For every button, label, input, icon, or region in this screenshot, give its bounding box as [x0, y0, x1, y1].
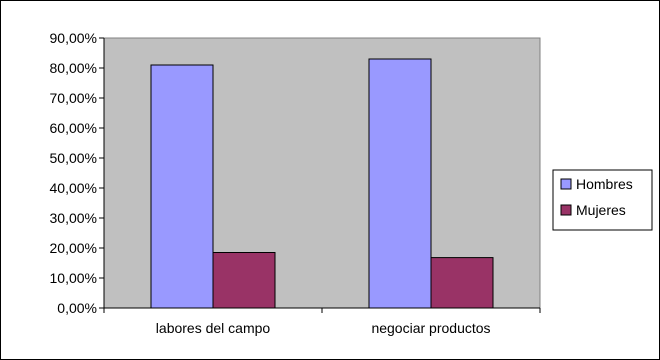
y-tick-label: 0,00%: [57, 300, 97, 316]
x-category-label: negociar productos: [371, 320, 490, 336]
legend-swatch-hombres: [560, 178, 572, 190]
x-category-label: labores del campo: [156, 320, 271, 336]
x-axis: labores del campo negociar productos: [103, 307, 541, 336]
legend: Hombres Mujeres: [552, 169, 653, 231]
bar-mujeres-2: [430, 257, 494, 309]
bar-hombres-1: [150, 64, 214, 309]
y-tick-label: 40,00%: [50, 180, 97, 196]
y-tick-label: 30,00%: [50, 210, 97, 226]
y-tick-label: 60,00%: [50, 120, 97, 136]
y-tick-label: 10,00%: [50, 270, 97, 286]
legend-swatch-mujeres: [560, 204, 572, 216]
y-tick-label: 50,00%: [50, 150, 97, 166]
bar-hombres-2: [368, 58, 432, 309]
bars: [150, 58, 494, 309]
legend-label-mujeres: Mujeres: [576, 202, 626, 218]
y-tick-label: 70,00%: [50, 90, 97, 106]
legend-label-hombres: Hombres: [576, 176, 633, 192]
y-tick-label: 20,00%: [50, 240, 97, 256]
y-axis: 0,00% 10,00% 20,00% 30,00% 40,00% 50,00% 60,00…: [50, 30, 105, 316]
bar-mujeres-1: [212, 252, 276, 309]
y-tick-label: 90,00%: [50, 30, 97, 46]
y-tick-label: 80,00%: [50, 60, 97, 76]
